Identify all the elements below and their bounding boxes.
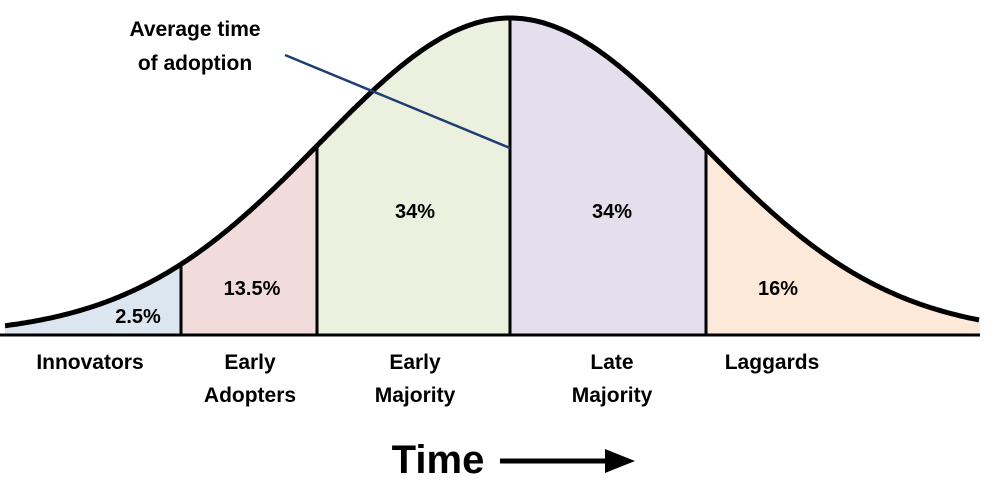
segment-area	[510, 18, 706, 335]
annotation-line: of adoption	[138, 52, 252, 75]
percent-label: 13.5%	[224, 278, 281, 300]
bell-curve	[4, 15, 980, 329]
segment-label: Laggards	[725, 351, 820, 374]
percent-label: 2.5%	[115, 306, 161, 328]
segment-label: Majority	[572, 384, 653, 407]
segment-area	[181, 145, 317, 335]
segment-label: Majority	[375, 384, 456, 407]
axis-label: Time	[392, 438, 485, 482]
segment-area	[317, 18, 510, 335]
segment-label: Early	[224, 351, 276, 374]
percent-label: 34%	[592, 201, 632, 223]
segment-label: Late	[590, 351, 633, 374]
curve-lines	[0, 15, 980, 337]
percent-label: 16%	[758, 278, 798, 300]
segment-label: Adopters	[204, 384, 296, 407]
percent-label: 34%	[395, 201, 435, 223]
segment-area	[5, 264, 181, 335]
segment-label: Early	[389, 351, 441, 374]
segment-area	[706, 148, 980, 335]
segment-label: Innovators	[36, 351, 143, 374]
time-arrow-head	[605, 449, 635, 473]
segment-fills	[5, 18, 980, 335]
annotation-line: Average time	[129, 18, 260, 41]
annotation-pointer	[284, 53, 511, 150]
